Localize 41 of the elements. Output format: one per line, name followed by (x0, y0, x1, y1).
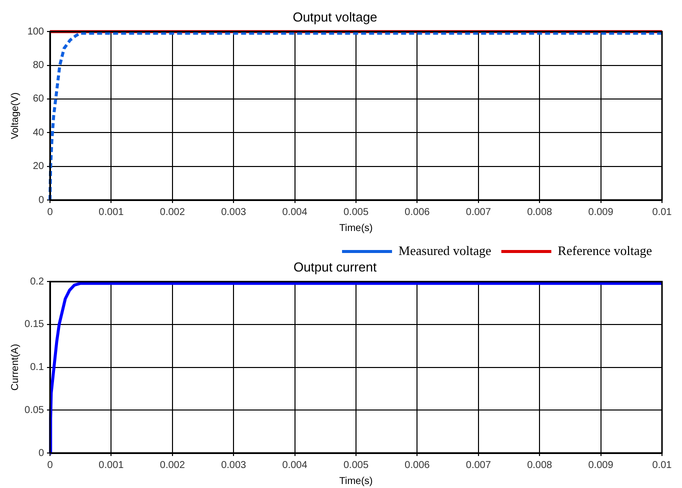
x-tick-label: 0.001 (98, 206, 124, 218)
x-axis-title: Time(s) (339, 476, 373, 487)
y-tick-label: 0.15 (24, 319, 44, 330)
x-tick-label: 0.009 (588, 206, 614, 218)
x-tick-label: 0.006 (404, 206, 430, 218)
x-axis-title: Time(s) (339, 222, 373, 234)
y-tick-label: 0.05 (24, 404, 44, 416)
y-tick-label: 0 (38, 194, 44, 206)
chart-title: Output current (293, 259, 377, 274)
y-tick-label: 0.2 (30, 276, 44, 288)
y-tick-label: 60 (32, 94, 44, 105)
x-tick-label: 0.008 (527, 206, 553, 218)
y-tick-label: 0.1 (30, 362, 44, 374)
legend-label: Reference voltage (558, 242, 652, 258)
x-tick-label: 0.008 (527, 460, 553, 471)
x-tick-label: 0.006 (404, 460, 430, 471)
y-tick-label: 80 (32, 60, 44, 72)
y-tick-label: 0 (38, 448, 44, 459)
x-tick-label: 0.004 (282, 460, 308, 471)
y-axis-title: Voltage(V) (10, 92, 21, 140)
chart-title: Output voltage (292, 9, 378, 24)
x-tick-label: 0.004 (282, 206, 308, 218)
x-tick-label: 0.009 (588, 460, 614, 471)
x-tick-label: 0.003 (221, 460, 247, 471)
y-axis-title: Current(A) (10, 344, 21, 391)
x-tick-label: 0.002 (160, 206, 186, 218)
x-tick-label: 0.01 (652, 206, 672, 218)
x-tick-label: 0.001 (98, 460, 124, 471)
x-tick-label: 0.005 (343, 206, 369, 218)
y-tick-label: 100 (27, 26, 44, 38)
legend-label: Measured voltage (398, 242, 492, 258)
x-tick-label: 0.007 (466, 460, 492, 471)
x-tick-label: 0.01 (652, 460, 672, 471)
y-tick-label: 20 (32, 161, 44, 172)
x-tick-label: 0 (47, 206, 54, 218)
x-tick-label: 0 (47, 460, 54, 471)
x-tick-label: 0.003 (221, 206, 247, 218)
x-tick-label: 0.007 (466, 206, 492, 218)
y-tick-label: 40 (32, 127, 44, 138)
x-tick-label: 0.005 (343, 460, 369, 471)
x-tick-label: 0.002 (160, 460, 186, 471)
